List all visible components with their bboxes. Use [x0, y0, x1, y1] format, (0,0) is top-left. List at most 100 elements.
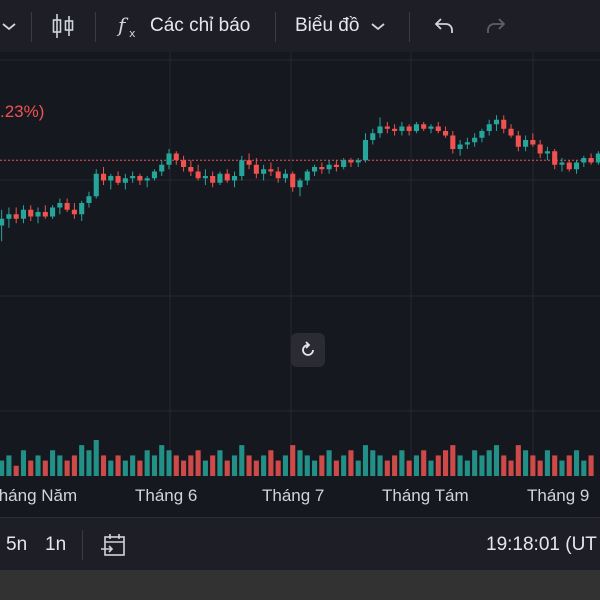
interval-dropdown[interactable] [0, 0, 22, 52]
candle-body [464, 142, 470, 145]
date-range-button[interactable] [100, 518, 128, 571]
candle-body [202, 176, 208, 179]
chart-type-button[interactable] [50, 0, 78, 52]
indicators-button[interactable]: f x Các chỉ báo [116, 0, 250, 52]
price-change-label: .23%) [0, 102, 45, 121]
candle [595, 151, 600, 165]
candle-body [392, 128, 398, 131]
volume-bar [35, 455, 41, 476]
candle-body [341, 160, 347, 167]
candle-body [253, 164, 259, 174]
candle [275, 167, 281, 183]
candle-body [159, 164, 165, 172]
volume-bar [71, 455, 77, 476]
candle [515, 131, 521, 152]
candle [217, 171, 223, 185]
candle-body [100, 173, 107, 181]
volume-bar [50, 450, 56, 476]
candle [64, 198, 70, 212]
top-toolbar: f x Các chỉ báo Biểu đồ [0, 0, 600, 52]
candle-body [486, 124, 492, 131]
x-tick-label: tháng Năm [0, 486, 78, 505]
volume-bar [282, 455, 288, 476]
footer-strip [0, 570, 600, 600]
candle [71, 203, 77, 219]
candle [282, 169, 288, 183]
range-1y-button[interactable]: 1n [45, 533, 67, 555]
candle [108, 173, 114, 190]
volume-bar [341, 455, 347, 476]
volume-bar [93, 440, 99, 476]
candle-body [246, 160, 252, 165]
volume-bar [275, 460, 281, 476]
chart-menu-button[interactable]: Biểu đồ [295, 0, 387, 52]
volume-bar [399, 450, 405, 476]
volume-bar [392, 455, 398, 476]
candle [57, 198, 63, 215]
volume-bar [479, 455, 485, 476]
volume-bar [333, 460, 339, 476]
candle-body [93, 173, 99, 197]
candle-body [261, 169, 267, 174]
candle-body [42, 212, 48, 217]
volume-bar [79, 445, 85, 476]
volume-bar [144, 450, 150, 476]
candle [290, 171, 296, 192]
candle-body [71, 209, 77, 215]
candle [231, 171, 238, 188]
svg-text:x: x [129, 27, 136, 40]
candle-body [173, 153, 179, 161]
redo-button[interactable] [484, 0, 508, 52]
volume-bar [224, 460, 230, 476]
candle-body [355, 160, 361, 163]
candle [42, 205, 48, 219]
candle-body [217, 173, 223, 183]
volume-bar [108, 460, 114, 476]
candle-body [0, 218, 5, 226]
volume-bar [552, 455, 558, 476]
candle [464, 137, 470, 149]
candle [312, 164, 318, 176]
volume-bar [406, 460, 412, 476]
chart-area[interactable] [0, 52, 600, 517]
volume-bar [195, 450, 201, 476]
volume-bar [166, 450, 172, 476]
candle-body [130, 176, 136, 179]
candle-body [450, 135, 456, 149]
range-5y-button[interactable]: 5n [6, 533, 28, 555]
candle-body [268, 169, 274, 172]
candle-body [195, 171, 201, 179]
volume-bar [319, 455, 325, 476]
candle [450, 131, 456, 154]
volume-bar [100, 455, 107, 476]
candle [399, 122, 405, 136]
candle [326, 160, 332, 174]
candle [115, 171, 121, 185]
candle [304, 169, 310, 185]
volume-bar [326, 450, 332, 476]
reset-chart-button[interactable] [291, 333, 325, 367]
candle-body [326, 164, 332, 170]
candle-body [566, 162, 572, 170]
candle [341, 158, 347, 170]
price-chart[interactable] [0, 52, 600, 517]
volume-bar [377, 455, 383, 476]
candlestick-icon [52, 14, 74, 38]
candle-body [319, 167, 325, 170]
volume-bar [210, 455, 216, 476]
candle [442, 126, 449, 138]
reset-icon [302, 341, 314, 356]
volume-bar [0, 460, 5, 476]
undo-button[interactable] [432, 0, 456, 52]
chart-grid [0, 52, 600, 478]
candle-body [428, 126, 434, 129]
volume-bar [86, 450, 92, 476]
candle-body [377, 126, 383, 134]
candle [377, 117, 383, 138]
candle [588, 153, 594, 165]
volume-bar [253, 460, 259, 476]
volume-bar [217, 450, 223, 476]
candle [35, 207, 41, 224]
candle [6, 207, 12, 228]
candle [239, 155, 245, 181]
